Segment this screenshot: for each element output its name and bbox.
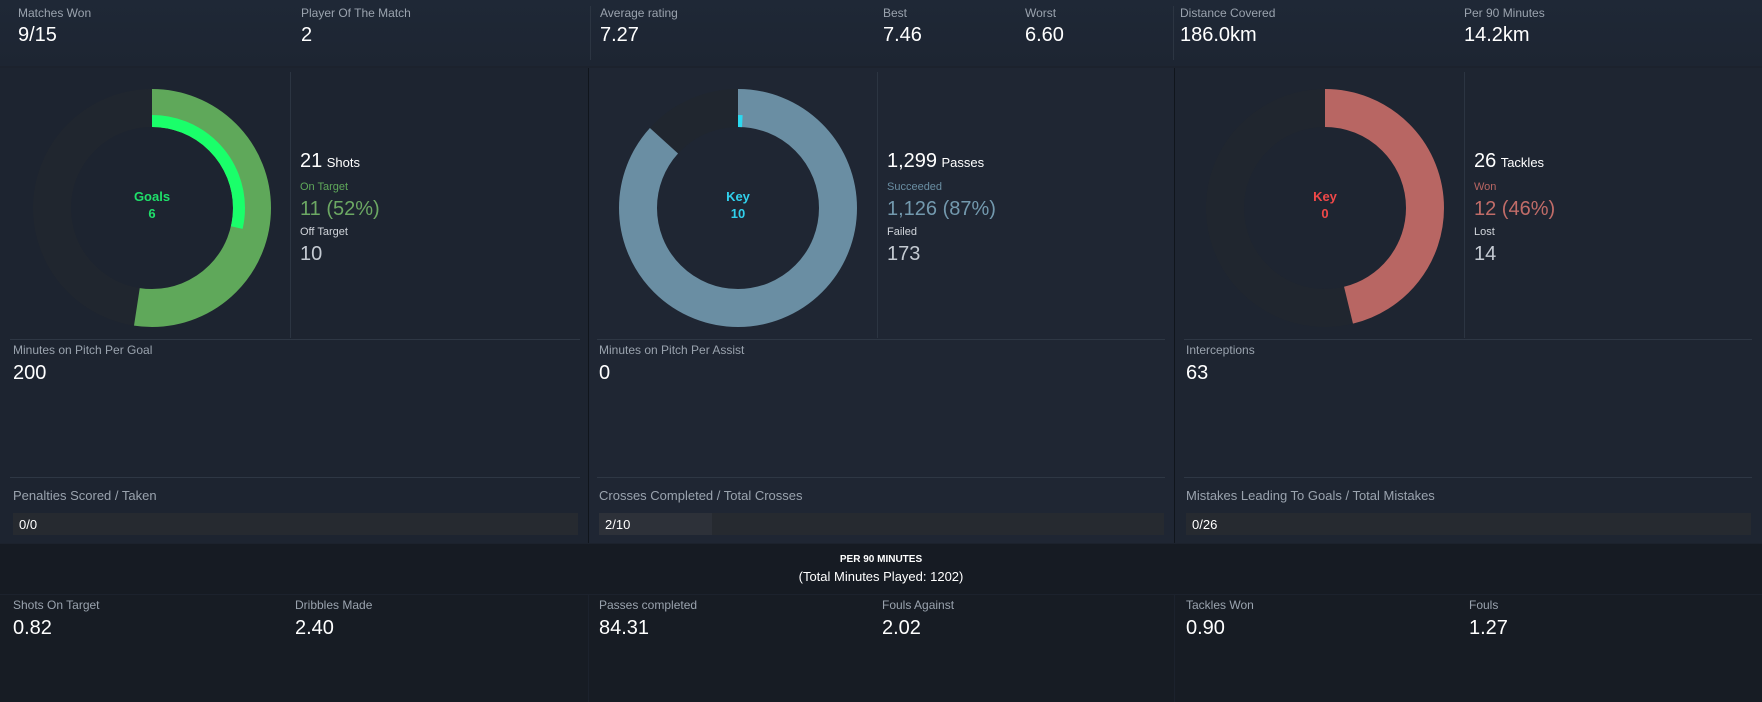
won-label: Won bbox=[1474, 181, 1497, 193]
crosses-bar: 2/10 bbox=[599, 513, 1164, 535]
section-separator bbox=[1184, 339, 1752, 340]
section-separator bbox=[10, 339, 580, 340]
fouls-against-p90-value: 2.02 bbox=[882, 617, 921, 639]
passes-total-value: 1,299 bbox=[887, 150, 938, 172]
fouls-against-p90-label: Fouls Against bbox=[882, 598, 955, 612]
shots-donut-chart bbox=[33, 89, 271, 327]
average-rating-value: 7.27 bbox=[600, 24, 639, 46]
mistakes-bar: 0/26 bbox=[1186, 513, 1751, 535]
best-rating-value: 7.46 bbox=[883, 24, 922, 46]
top-stats-bar bbox=[0, 0, 1762, 66]
passes-succeeded-arc bbox=[619, 89, 857, 327]
matches-won-label: Matches Won bbox=[18, 6, 92, 20]
passes-completed-p90-value: 84.31 bbox=[599, 617, 650, 639]
panel-divider bbox=[1174, 68, 1175, 543]
panel-divider bbox=[588, 68, 589, 543]
lost-value: 14 bbox=[1474, 243, 1497, 265]
key-tackles-center-value: 0 bbox=[1321, 206, 1329, 221]
tackles-unit: Tackles bbox=[1500, 155, 1545, 170]
interceptions-value: 63 bbox=[1186, 362, 1209, 384]
worst-rating-label: Worst bbox=[1025, 6, 1057, 20]
goals-center-value: 6 bbox=[148, 206, 156, 221]
shots-total-value: 21 bbox=[300, 150, 323, 172]
succeeded-value: 1,126 (87%) bbox=[887, 198, 996, 220]
passes-unit: Passes bbox=[941, 155, 985, 170]
tackles-total: 26 Tackles bbox=[1474, 150, 1544, 173]
failed-label: Failed bbox=[887, 226, 917, 238]
shots-unit: Shots bbox=[326, 155, 360, 170]
minutes-per-assist-label: Minutes on Pitch Per Assist bbox=[599, 343, 745, 357]
interceptions-label: Interceptions bbox=[1186, 343, 1255, 357]
on-target-label: On Target bbox=[300, 181, 349, 193]
tackles-won-arc bbox=[1206, 89, 1444, 327]
potm-label: Player Of The Match bbox=[301, 6, 411, 20]
passes-donut-chart bbox=[619, 89, 857, 327]
failed-value: 173 bbox=[887, 243, 921, 265]
on-target-value: 11 (52%) bbox=[300, 198, 380, 220]
chart-divider bbox=[290, 72, 291, 338]
chart-divider bbox=[1464, 72, 1465, 338]
off-target-value: 10 bbox=[300, 243, 323, 265]
bottom-panel bbox=[0, 595, 588, 702]
passes-key-arc bbox=[645, 115, 831, 301]
fouls-p90-value: 1.27 bbox=[1469, 617, 1508, 639]
shots-on-target-arc bbox=[33, 89, 271, 327]
chart-divider bbox=[877, 72, 878, 338]
divider bbox=[1173, 6, 1174, 60]
section-separator bbox=[1184, 477, 1752, 478]
dribbles-p90-label: Dribbles Made bbox=[295, 598, 373, 612]
tackles-won-p90-value: 0.90 bbox=[1186, 617, 1225, 639]
per90-header bbox=[0, 544, 1762, 594]
per90-title: PER 90 MINUTES bbox=[839, 554, 923, 565]
tackles-won-p90-label: Tackles Won bbox=[1186, 598, 1254, 612]
worst-rating-value: 6.60 bbox=[1025, 24, 1064, 46]
goals-center-label: Goals bbox=[133, 189, 171, 204]
penalties-bar: 0/0 bbox=[13, 513, 578, 535]
passes-total: 1,299 Passes bbox=[887, 150, 984, 173]
shots-on-target-p90-label: Shots On Target bbox=[13, 598, 100, 612]
passes-completed-p90-label: Passes completed bbox=[599, 598, 698, 612]
crosses-bar-fill bbox=[599, 513, 712, 535]
section-separator bbox=[597, 339, 1165, 340]
potm-value: 2 bbox=[301, 24, 313, 46]
fouls-p90-label: Fouls bbox=[1469, 598, 1499, 612]
best-rating-label: Best bbox=[883, 6, 908, 20]
succeeded-label: Succeeded bbox=[887, 181, 943, 193]
section-separator bbox=[597, 477, 1165, 478]
penalties-label: Penalties Scored / Taken bbox=[13, 488, 157, 503]
mistakes-label: Mistakes Leading To Goals / Total Mistak… bbox=[1186, 488, 1435, 503]
lost-label: Lost bbox=[1474, 226, 1495, 238]
minutes-per-goal-label: Minutes on Pitch Per Goal bbox=[13, 343, 153, 357]
crosses-bar-text: 2/10 bbox=[605, 517, 631, 532]
distance-covered-label: Distance Covered bbox=[1180, 6, 1276, 20]
crosses-label: Crosses Completed / Total Crosses bbox=[599, 488, 803, 503]
distance-covered-value: 186.0km bbox=[1180, 24, 1257, 46]
dribbles-p90-value: 2.40 bbox=[295, 617, 334, 639]
shots-total: 21 Shots bbox=[300, 150, 360, 173]
tackles-donut-chart bbox=[1206, 89, 1444, 327]
off-target-label: Off Target bbox=[300, 226, 348, 238]
key-tackles-center-label: Key bbox=[1313, 189, 1337, 204]
shots-goals-arc bbox=[59, 115, 245, 301]
minutes-per-goal-value: 200 bbox=[13, 362, 47, 384]
tackles-total-value: 26 bbox=[1474, 150, 1497, 172]
bottom-panel bbox=[1175, 595, 1762, 702]
per90-distance-value: 14.2km bbox=[1464, 24, 1530, 46]
penalties-bar-text: 0/0 bbox=[19, 517, 38, 532]
bottom-panel bbox=[589, 595, 1174, 702]
minutes-per-assist-value: 0 bbox=[599, 362, 611, 384]
per90-distance-label: Per 90 Minutes bbox=[1464, 6, 1545, 20]
key-passes-center-label: Key bbox=[726, 189, 750, 204]
section-separator bbox=[10, 477, 580, 478]
shots-on-target-p90-value: 0.82 bbox=[13, 617, 52, 639]
average-rating-label: Average rating bbox=[600, 6, 678, 20]
matches-won-value: 9/15 bbox=[18, 24, 57, 46]
won-value: 12 (46%) bbox=[1474, 198, 1556, 220]
mistakes-bar-text: 0/26 bbox=[1192, 517, 1218, 532]
divider bbox=[590, 6, 591, 60]
key-passes-center-value: 10 bbox=[730, 206, 746, 221]
per90-subtitle: (Total Minutes Played: 1202) bbox=[798, 569, 964, 584]
